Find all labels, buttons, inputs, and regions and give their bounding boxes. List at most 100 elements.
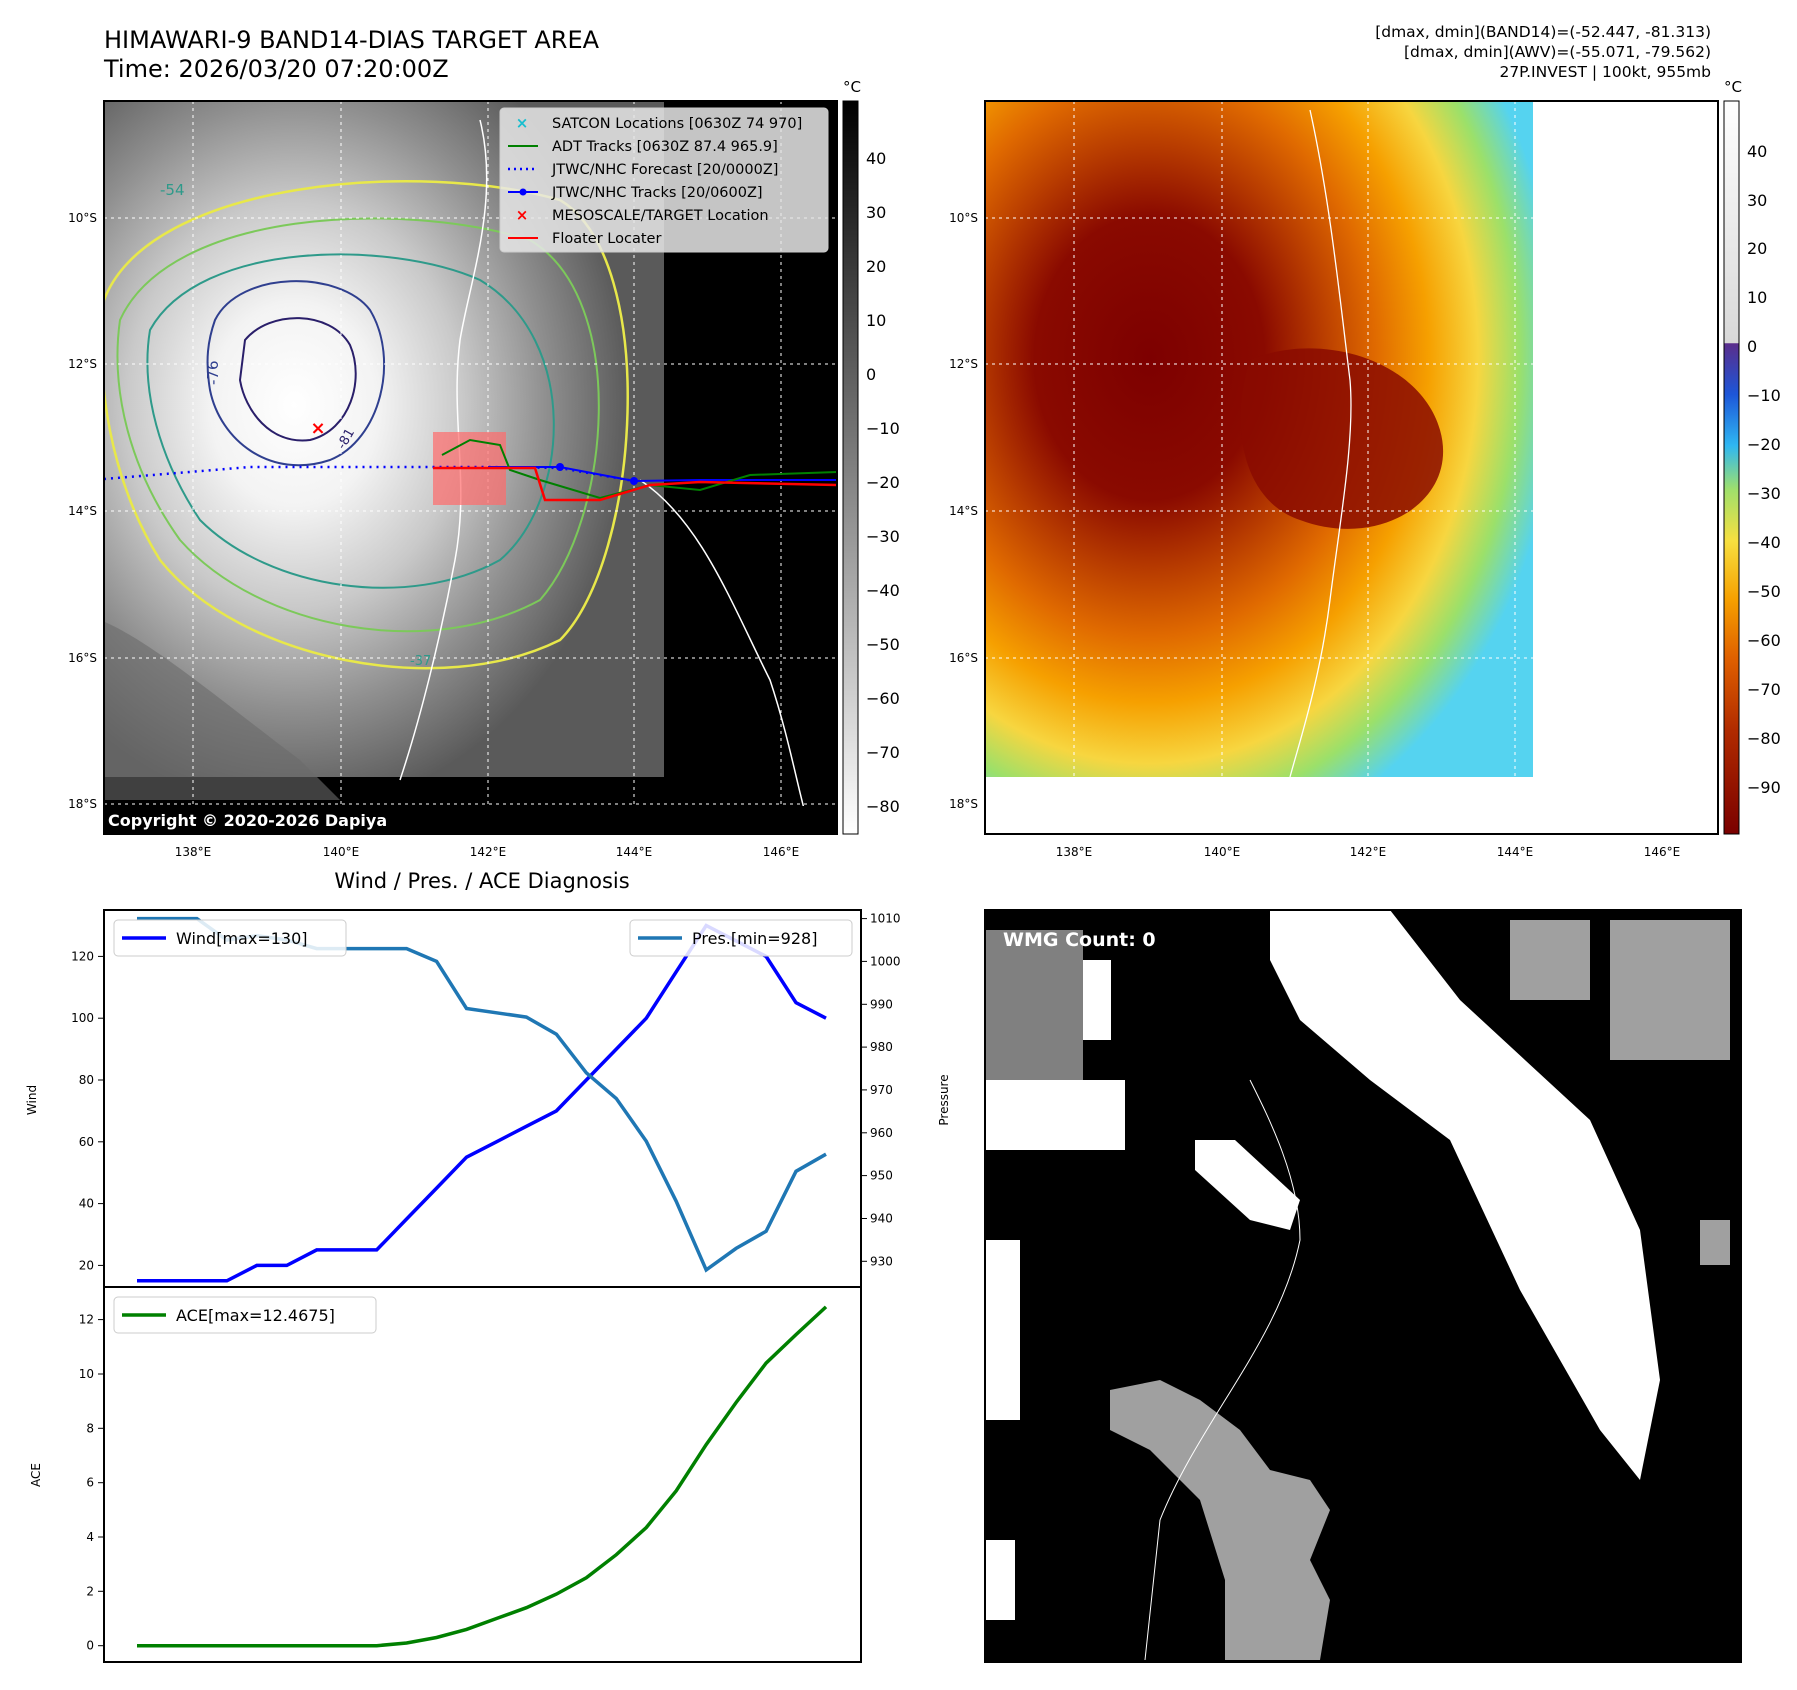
contour-45 xyxy=(116,217,600,633)
lon-label: 142°E xyxy=(1350,845,1387,859)
ace-tick: 10 xyxy=(79,1367,94,1381)
wind-tick: 20 xyxy=(79,1258,94,1272)
ir-legend: × SATCON Locations [0630Z 74 970] ADT Tr… xyxy=(499,107,829,253)
awv-axis-labels: 10°S 12°S 14°S 16°S 18°S 138°E 140°E 142… xyxy=(949,211,1680,859)
wind-pressure-frame xyxy=(103,909,862,1288)
ace-series-line xyxy=(137,1305,828,1648)
colorbar-tick: −20 xyxy=(866,473,900,492)
wmg-panel: WMG Count: 0 xyxy=(984,909,1742,1663)
pressure-tick: 940 xyxy=(870,1212,893,1226)
colorbar-tick: 40 xyxy=(1747,142,1767,161)
ir-axis-labels: 10°S 12°S 14°S 16°S 18°S 138°E 140°E 142… xyxy=(68,211,799,859)
colorbar-tick: 30 xyxy=(1747,191,1767,210)
wmg-cell-gray xyxy=(1610,920,1730,1060)
pressure-tick: 1010 xyxy=(870,912,901,926)
title-line-2: Time: 2026/03/20 07:20:00Z xyxy=(104,55,449,83)
mesoscale-target-marker: × xyxy=(310,418,325,439)
colorbar-tick: 20 xyxy=(866,257,886,276)
pressure-legend: Pres.[min=928] xyxy=(629,919,853,957)
ace-tick: 0 xyxy=(86,1639,94,1653)
lon-label: 146°E xyxy=(1644,845,1681,859)
legend-forecast: JTWC/NHC Forecast [20/0000Z] xyxy=(551,162,778,178)
ace-ticks: 0 2 4 6 8 10 12 xyxy=(79,1313,104,1653)
pressure-tick: 950 xyxy=(870,1169,893,1183)
contour-label: -54 xyxy=(160,181,185,199)
ir-colorbar-unit: °C xyxy=(843,78,861,96)
wmg-band-gray xyxy=(1110,1380,1330,1660)
colorbar-tick: −70 xyxy=(1747,680,1781,699)
wind-axis-label: Wind xyxy=(25,1085,39,1115)
jtwc-track-point xyxy=(630,477,638,485)
lat-label: 12°S xyxy=(68,357,97,371)
lat-label: 12°S xyxy=(949,357,978,371)
legend-floater: Floater Locater xyxy=(552,231,661,247)
colorbar-tick: −80 xyxy=(866,797,900,816)
colorbar-tick: −30 xyxy=(866,527,900,546)
colorbar-tick: 40 xyxy=(866,149,886,168)
pressure-tick: 930 xyxy=(870,1254,893,1268)
storm-info: 27P.INVEST | 100kt, 955mb xyxy=(1499,63,1711,81)
wmg-cell-white xyxy=(1195,1140,1300,1230)
lat-label: 14°S xyxy=(68,504,97,518)
ace-frame xyxy=(103,1286,862,1663)
copyright-bar xyxy=(104,806,837,834)
pressure-tick: 960 xyxy=(870,1126,893,1140)
stats-band14: [dmax, dmin](BAND14)=(-52.447, -81.313) xyxy=(1375,23,1711,41)
contour-76 xyxy=(206,280,385,467)
awv-map xyxy=(985,101,1718,834)
contour-label: -76 xyxy=(204,361,222,386)
ace-legend-label: ACE[max=12.4675] xyxy=(176,1306,335,1325)
wmg-coastline xyxy=(1144,1079,1301,1661)
pressure-legend-label: Pres.[min=928] xyxy=(692,929,817,948)
wmg-cell-white xyxy=(985,1540,1015,1620)
lon-label: 138°E xyxy=(1056,845,1093,859)
colorbar-tick: 20 xyxy=(1747,239,1767,258)
wmg-cell-white xyxy=(985,1080,1125,1150)
colorbar-tick: −60 xyxy=(866,689,900,708)
lat-label: 18°S xyxy=(949,797,978,811)
lon-label: 146°E xyxy=(763,845,800,859)
lat-label: 14°S xyxy=(949,504,978,518)
wind-legend: Wind[max=130] xyxy=(113,919,347,957)
lon-label: 140°E xyxy=(323,845,360,859)
colorbar-tick: −40 xyxy=(1747,533,1781,552)
pressure-tick: 980 xyxy=(870,1040,893,1054)
wmg-cell-white xyxy=(1083,960,1111,1040)
wmg-cell-white xyxy=(985,1240,1020,1420)
lon-label: 144°E xyxy=(616,845,653,859)
colorbar-tick: 0 xyxy=(866,365,876,384)
ace-chart: 0 2 4 6 8 10 12 ACE ACE[max=12.4675] xyxy=(29,1286,862,1663)
wind-tick: 100 xyxy=(71,1011,94,1025)
awv-core-band xyxy=(1240,348,1444,529)
contour-81 xyxy=(238,317,357,442)
ace-legend: ACE[max=12.4675] xyxy=(113,1296,377,1334)
colorbar-tick: 10 xyxy=(866,311,886,330)
lat-label: 18°S xyxy=(68,797,97,811)
legend-jtwc: JTWC/NHC Tracks [20/0600Z] xyxy=(551,185,763,201)
ace-tick: 8 xyxy=(86,1421,94,1435)
legend-satcon-icon: × xyxy=(516,114,529,132)
pressure-tick: 970 xyxy=(870,1083,893,1097)
ace-tick: 2 xyxy=(86,1584,94,1598)
wmg-cell-gray xyxy=(1510,920,1590,1000)
contour-label: -37 xyxy=(410,654,431,669)
wind-tick: 40 xyxy=(79,1197,94,1211)
wind-pressure-chart: 20 40 60 80 100 120 930 940 950 960 970 980 990 1000… xyxy=(25,909,951,1288)
ir-land-band xyxy=(104,621,340,800)
colorbar-tick: 0 xyxy=(1747,337,1757,356)
ace-axis-label: ACE xyxy=(29,1463,43,1487)
stats-awv: [dmax, dmin](AWV)=(-55.071, -79.562) xyxy=(1404,43,1711,61)
colorbar-tick: −90 xyxy=(1747,778,1781,797)
ir-map-frame xyxy=(103,100,838,835)
wind-tick: 80 xyxy=(79,1073,94,1087)
wmg-count-label: WMG Count: 0 xyxy=(1003,929,1156,951)
wind-ticks: 20 40 60 80 100 120 xyxy=(71,949,104,1272)
stats-block: [dmax, dmin](BAND14)=(-52.447, -81.313) … xyxy=(1375,22,1711,82)
awv-map-frame xyxy=(984,100,1719,835)
ir-map: × -54 -76 -81 -37 Copyright © 2020-2026 … xyxy=(104,101,837,834)
ace-tick: 4 xyxy=(86,1530,94,1544)
ir-colorbar-ticks: 40 30 20 10 0 −10 −20 −30 −40 −50 −60 −7… xyxy=(866,149,900,816)
title-line-1: HIMAWARI-9 BAND14-DIAS TARGET AREA xyxy=(104,26,600,54)
wind-tick: 120 xyxy=(71,949,94,963)
